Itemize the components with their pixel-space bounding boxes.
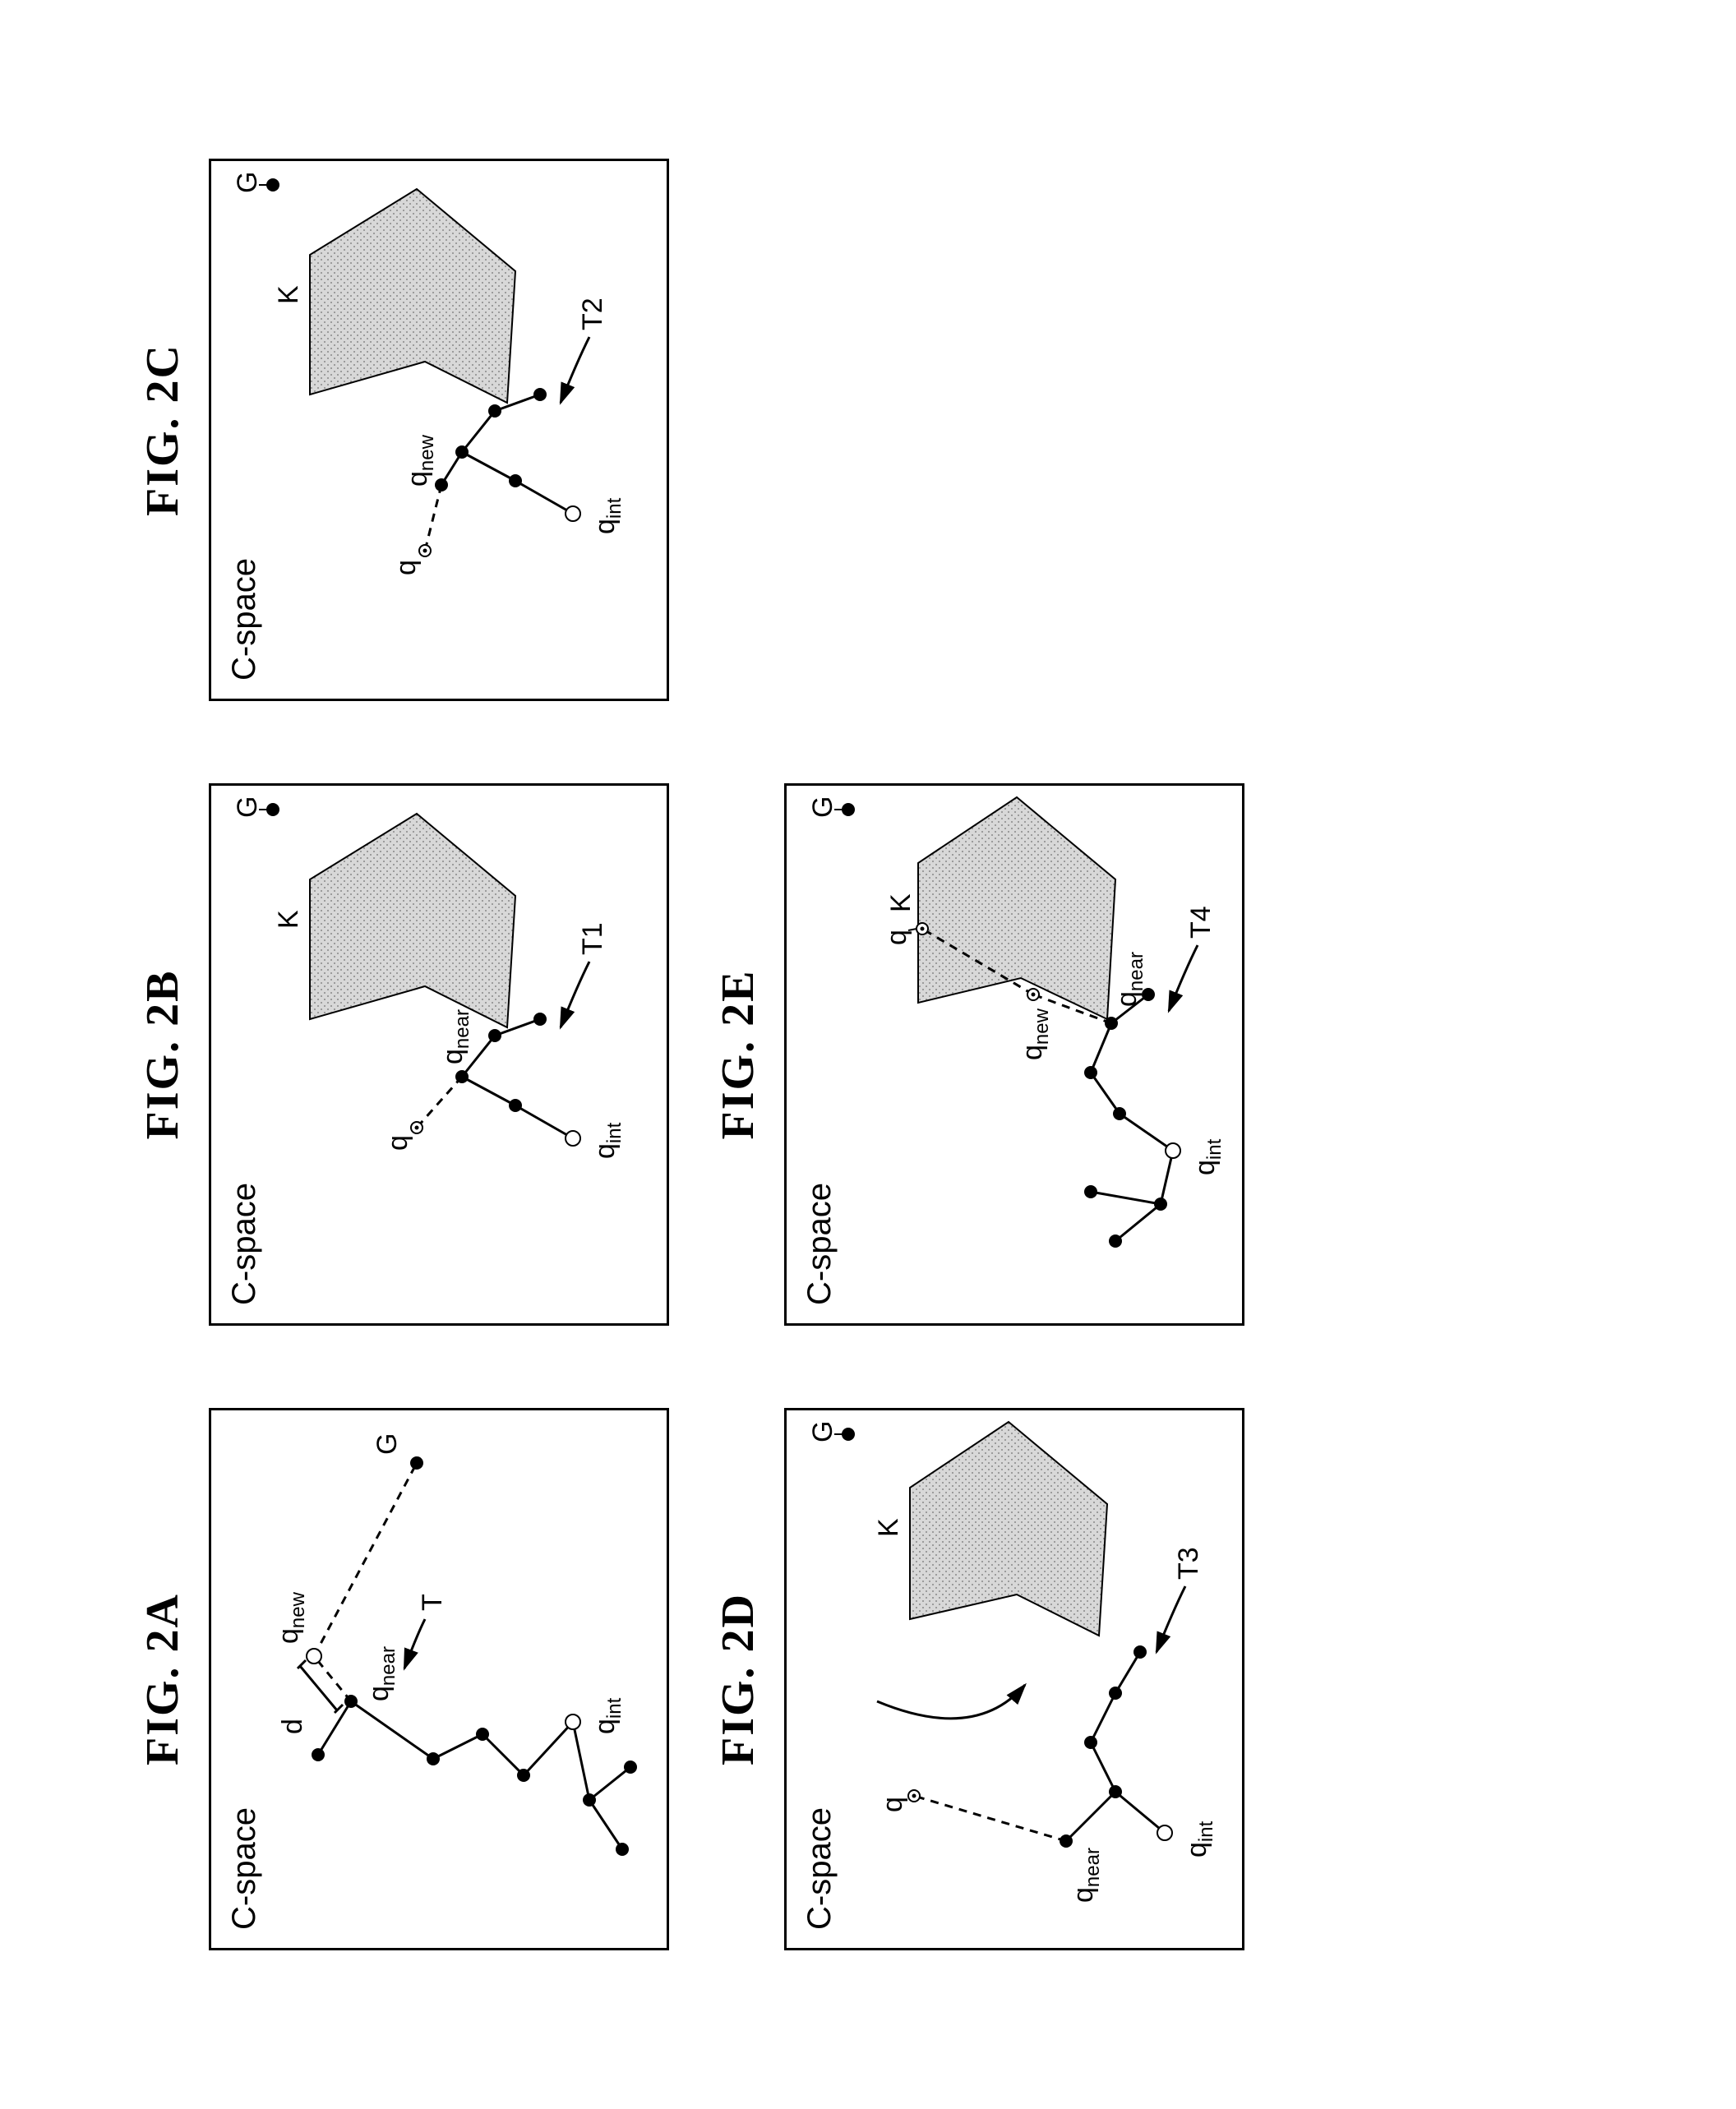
t-label-a: T <box>417 1594 448 1611</box>
svg-text:qnew: qnew <box>402 434 438 487</box>
svg-text:T: T <box>417 1594 448 1611</box>
obstacle-k-c <box>310 189 515 403</box>
svg-text:q: q <box>881 930 912 945</box>
panel-b-cspace: C-space <box>226 1183 263 1305</box>
svg-text:T3: T3 <box>1173 1547 1204 1580</box>
panel-d-title: FIG. 2D <box>712 1408 764 1950</box>
svg-text:qnew: qnew <box>273 1591 309 1644</box>
svg-text:q: q <box>877 1797 908 1812</box>
g-label-c: G <box>232 172 263 193</box>
panel-d-box: C-space K <box>784 1408 1244 1950</box>
svg-text:qnear: qnear <box>437 1009 473 1064</box>
panel-e-cspace: C-space <box>801 1183 838 1305</box>
panel-e: FIG. 2E C-space K <box>712 783 1244 1326</box>
svg-text:T4: T4 <box>1185 906 1217 939</box>
panel-e-svg: K T4 G qint qnea <box>787 781 1247 1323</box>
svg-text:qnear: qnear <box>363 1646 399 1701</box>
svg-text:qnear: qnear <box>1068 1848 1104 1903</box>
svg-text:qint: qint <box>589 497 626 534</box>
svg-text:K: K <box>273 285 304 304</box>
t-label-d: T3 <box>1173 1547 1204 1580</box>
panel-a-title: FIG. 2A <box>136 1408 189 1950</box>
t-label-b: T1 <box>577 922 608 955</box>
panel-a-svg: d T G qint qnear qnew <box>211 1405 672 1948</box>
panel-b-box: C-space K <box>209 783 669 1326</box>
panel-b-title: FIG. 2B <box>136 783 189 1326</box>
svg-text:T2: T2 <box>577 298 608 330</box>
g-label-e: G <box>807 796 838 818</box>
panel-c-box: C-space K <box>209 159 669 701</box>
rotated-page: FIG. 2A C-space d <box>87 109 1649 2000</box>
svg-text:qint: qint <box>589 1122 626 1159</box>
svg-text:qint: qint <box>1189 1138 1226 1175</box>
g-label-d: G <box>807 1421 838 1442</box>
panel-c-title: FIG. 2C <box>136 159 189 701</box>
g-label-a: G <box>372 1433 403 1455</box>
panel-c-cspace: C-space <box>226 558 263 681</box>
svg-text:G: G <box>372 1433 403 1455</box>
panel-a-box: C-space d <box>209 1408 669 1950</box>
svg-text:q: q <box>390 560 422 575</box>
panel-c-svg: K T2 G qint qnew q <box>211 156 672 699</box>
d-label: d <box>277 1719 308 1734</box>
g-label-b: G <box>232 796 263 818</box>
panel-a-cspace: C-space <box>226 1807 263 1930</box>
obstacle-k-d <box>910 1422 1107 1636</box>
panel-c: FIG. 2C C-space K <box>136 159 669 701</box>
panel-d-svg: K T3 G qint qnear q <box>787 1405 1247 1948</box>
svg-text:qnew: qnew <box>1017 1008 1053 1060</box>
svg-text:K: K <box>273 910 304 929</box>
svg-text:K: K <box>885 893 916 912</box>
obstacle-k-b <box>310 814 515 1027</box>
panel-b-svg: K T1 G qint qnear q <box>211 781 672 1323</box>
panel-e-box: C-space K <box>784 783 1244 1326</box>
svg-text:q: q <box>382 1135 413 1151</box>
svg-text:G: G <box>807 1421 838 1442</box>
svg-text:qint: qint <box>589 1697 626 1734</box>
svg-text:T1: T1 <box>577 922 608 955</box>
svg-text:K: K <box>873 1518 904 1537</box>
panel-d: FIG. 2D C-space K <box>712 1408 1244 1950</box>
panel-e-title: FIG. 2E <box>712 783 764 1326</box>
svg-text:G: G <box>232 172 263 193</box>
panel-b: FIG. 2B C-space K <box>136 783 669 1326</box>
panel-a: FIG. 2A C-space d <box>136 1408 669 1950</box>
svg-text:qint: qint <box>1181 1821 1217 1857</box>
curve-arrow-d <box>877 1685 1025 1719</box>
panel-d-cspace: C-space <box>801 1807 838 1930</box>
svg-text:G: G <box>232 796 263 818</box>
t-label-c: T2 <box>577 298 608 330</box>
d-bracket: d <box>277 1660 343 1734</box>
t-label-e: T4 <box>1185 906 1217 939</box>
svg-text:G: G <box>807 796 838 818</box>
svg-text:qnear: qnear <box>1111 952 1147 1007</box>
